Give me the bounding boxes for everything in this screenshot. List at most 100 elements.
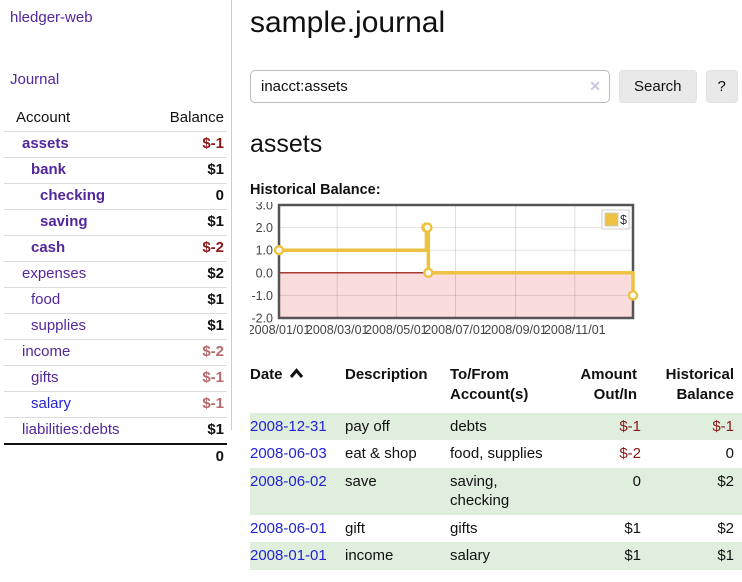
account-row: liabilities:debts $1 xyxy=(4,417,227,445)
legend-label: $ xyxy=(620,213,627,227)
transaction-row: 2008-01-01 income salary $1 $1 xyxy=(250,542,742,570)
transaction-amount: $-1 xyxy=(560,412,645,440)
sidebar: hledger-web Journal Account Balance asse… xyxy=(0,0,232,470)
account-balance: $-1 xyxy=(153,131,227,158)
account-row: food $1 xyxy=(4,287,227,314)
app-title-link[interactable]: hledger-web xyxy=(10,9,93,26)
transaction-balance: $1 xyxy=(645,542,742,570)
x-tick-label: 2008/11/01 xyxy=(544,323,606,337)
transaction-amount: 0 xyxy=(560,467,645,515)
search-button[interactable]: Search xyxy=(619,70,697,103)
transaction-accounts: food, supplies xyxy=(450,445,543,462)
sort-ascending-icon xyxy=(289,368,303,379)
account-row: cash $-2 xyxy=(4,235,227,262)
y-tick-label: -1.0 xyxy=(251,289,273,303)
transaction-date-link[interactable]: 2008-06-02 xyxy=(250,472,327,490)
account-balance: $1 xyxy=(153,209,227,236)
transaction-description: income xyxy=(345,542,450,570)
transaction-balance: $2 xyxy=(645,467,742,515)
transaction-row: 2008-06-03 eat & shop food, supplies $-2 0 xyxy=(250,440,742,468)
transaction-balance: $2 xyxy=(717,519,734,537)
chart-point xyxy=(422,222,433,233)
transaction-date-link[interactable]: 2008-06-01 xyxy=(250,519,327,537)
account-balance: $1 xyxy=(153,157,227,184)
account-row: saving $1 xyxy=(4,209,227,236)
account-link[interactable]: assets xyxy=(22,135,69,152)
chart-label: Historical Balance: xyxy=(250,182,381,198)
nav-journal-link[interactable]: Journal xyxy=(10,71,60,88)
transaction-row: 2008-12-31 pay off debts $-1 $-1 xyxy=(250,412,742,440)
transaction-amount: $1 xyxy=(560,542,645,570)
x-tick-label: 2008/01/01 xyxy=(250,323,310,337)
account-row: gifts $-1 xyxy=(4,365,227,392)
chart-point xyxy=(423,267,434,279)
accounts-header-account: Account xyxy=(4,106,154,132)
account-balance: $-1 xyxy=(153,391,227,418)
column-header-to-from-account-s-: To/From Account(s) xyxy=(450,366,529,404)
legend-swatch xyxy=(604,212,619,227)
account-link[interactable]: checking xyxy=(40,187,106,204)
account-row: bank $1 xyxy=(4,157,227,184)
column-header-historical-balance: Historical Balance xyxy=(665,366,734,404)
accounts-table: Account Balance assets $-1 bank $1 checking 0… xyxy=(4,106,227,470)
account-link[interactable]: gifts xyxy=(31,369,59,386)
account-link[interactable]: salary xyxy=(31,395,72,412)
x-tick-label: 2008/03/01 xyxy=(306,323,369,337)
account-row: expenses $2 xyxy=(4,261,227,288)
transaction-balance: $-1 xyxy=(645,412,742,440)
clear-search-icon[interactable]: ✕ xyxy=(589,78,601,94)
transaction-accounts: gifts xyxy=(450,519,478,537)
account-row: income $-2 xyxy=(4,339,227,366)
y-tick-label: 3.0 xyxy=(256,202,273,213)
transaction-accounts: salary xyxy=(450,542,560,570)
column-header-date[interactable]: Date xyxy=(250,365,345,413)
y-tick-label: -2.0 xyxy=(251,312,273,326)
register-header-row: Date Description To/From Account(s) Amount … xyxy=(250,365,742,413)
account-balance: $1 xyxy=(153,287,227,314)
account-link[interactable]: income xyxy=(22,343,71,360)
account-row: checking 0 xyxy=(4,183,227,210)
accounts-header-row: Account Balance xyxy=(4,106,227,132)
y-tick-label: 1.0 xyxy=(256,244,273,258)
column-header-amount-out-in: Amount Out/In xyxy=(580,366,637,404)
account-row: supplies $1 xyxy=(4,313,227,340)
transaction-accounts: debts xyxy=(450,412,560,440)
transaction-date-link[interactable]: 2008-06-03 xyxy=(250,445,327,462)
account-link[interactable]: food xyxy=(31,291,61,308)
negative-region xyxy=(279,272,633,318)
chart-point xyxy=(273,245,285,256)
y-tick-label: 2.0 xyxy=(256,221,273,235)
transaction-date-link[interactable]: 2008-01-01 xyxy=(250,547,327,564)
y-tick-label: 0.0 xyxy=(256,266,273,280)
main-content: sample.journal ✕ Search ? assets Histori… xyxy=(233,0,742,582)
account-balance: $-2 xyxy=(153,339,227,366)
transaction-description: pay off xyxy=(345,412,450,440)
account-row: salary $-1 xyxy=(4,391,227,418)
account-link[interactable]: supplies xyxy=(31,317,87,334)
account-link[interactable]: liabilities:debts xyxy=(22,421,120,438)
account-link[interactable]: expenses xyxy=(22,265,87,282)
transaction-amount: $-2 xyxy=(619,445,641,462)
transaction-accounts: saving, checking xyxy=(450,467,560,515)
accounts-header-balance: Balance xyxy=(153,106,227,132)
transaction-row: 2008-06-01 gift gifts $1 $2 xyxy=(250,515,742,543)
search-input[interactable] xyxy=(250,70,610,103)
register-table: Date Description To/From Account(s) Amount … xyxy=(250,365,742,570)
transaction-date-link[interactable]: 2008-12-31 xyxy=(250,417,327,435)
account-link[interactable]: bank xyxy=(31,161,67,178)
accounts-table-body: assets $-1 bank $1 checking 0 saving $1 cash $-2 e… xyxy=(4,131,227,445)
account-balance: 0 xyxy=(153,183,227,210)
column-header-description: Description xyxy=(345,366,428,383)
account-balance: $1 xyxy=(153,313,227,340)
page-title: sample.journal xyxy=(250,6,446,39)
app-title: hledger-web xyxy=(10,9,231,27)
search-row: ✕ Search ? xyxy=(250,70,742,103)
help-button[interactable]: ? xyxy=(705,70,738,103)
account-link[interactable]: saving xyxy=(40,213,88,230)
account-balance: $1 xyxy=(153,417,227,445)
account-balance: $-2 xyxy=(153,235,227,262)
transaction-balance: 0 xyxy=(725,445,734,462)
chart-point xyxy=(627,290,639,301)
account-link[interactable]: cash xyxy=(31,239,66,256)
x-tick-label: 2008/07/01 xyxy=(424,323,487,337)
